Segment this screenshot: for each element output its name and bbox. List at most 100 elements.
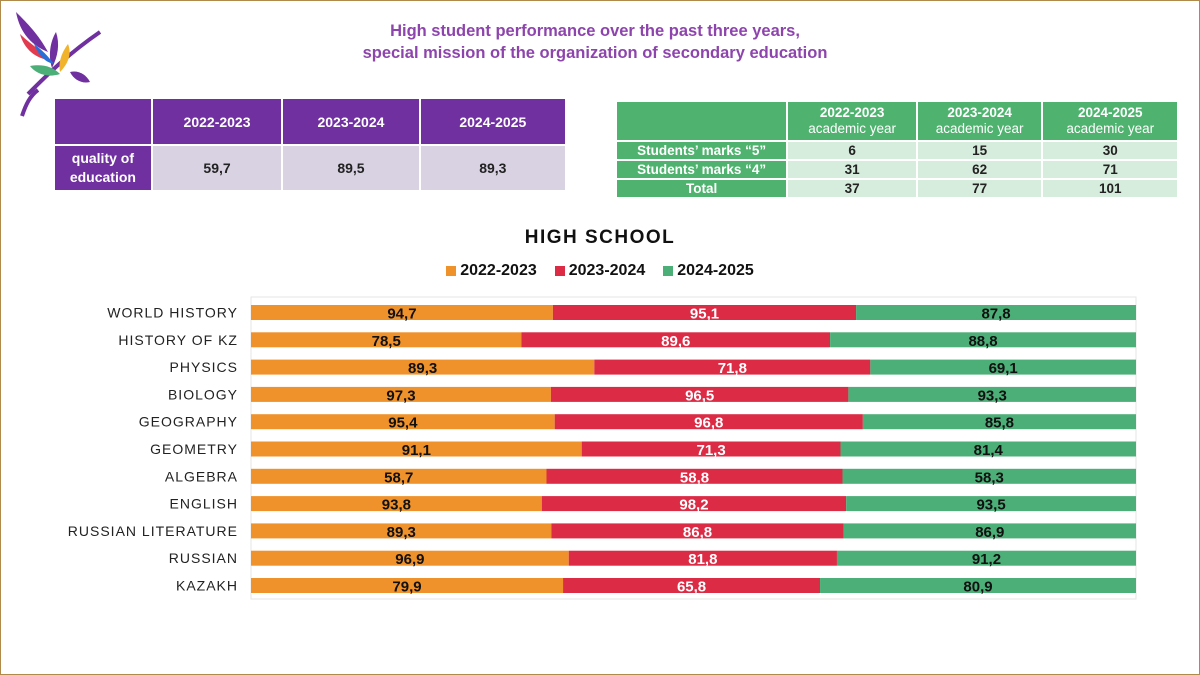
marks-row-label: Students’ marks “5” [614, 140, 789, 161]
data-label: 80,9 [963, 579, 992, 596]
bar-segment [552, 305, 857, 320]
bar-segment [251, 359, 595, 375]
category-label: GEOMETRY [150, 441, 238, 457]
data-label: 95,4 [388, 415, 418, 432]
data-label: 93,3 [978, 387, 1007, 404]
data-label: 71,3 [697, 442, 726, 459]
data-label: 98,2 [679, 497, 708, 514]
bar-segment [251, 523, 552, 539]
data-label: 86,8 [683, 524, 712, 541]
bar-segment [842, 468, 1136, 484]
quality-table-row: quality of education 59,7 89,5 89,3 [53, 144, 568, 192]
data-label: 94,7 [387, 306, 416, 323]
bar-segment [840, 441, 1136, 457]
marks-cell: 77 [915, 178, 1044, 199]
bar-segment [581, 441, 841, 457]
data-label: 58,7 [384, 469, 413, 486]
data-label: 79,9 [392, 579, 421, 596]
data-label: 81,4 [974, 442, 1004, 459]
bar-segment [568, 550, 837, 566]
bar-segment [594, 359, 871, 375]
category-label: RUSSIAN LITERATURE [68, 523, 238, 539]
marks-table-row: Total 37 77 101 [614, 178, 1179, 199]
bar-segment [551, 523, 844, 539]
bar-segment [251, 578, 564, 593]
bar-segment [856, 305, 1136, 320]
quality-header-year: 2023-2024 [281, 97, 421, 146]
data-label: 85,8 [985, 415, 1014, 432]
category-label: HISTORY OF KZ [118, 332, 238, 348]
data-label: 96,5 [685, 387, 714, 404]
chart-legend: 2022-2023 2023-2024 2024-2025 [300, 262, 900, 280]
title-line-1: High student performance over the past t… [390, 22, 800, 40]
chart-title: HIGH SCHOOL [524, 227, 676, 248]
bird-logo-icon [16, 12, 102, 117]
bar-segment [251, 468, 547, 484]
quality-header-empty [53, 97, 153, 146]
data-label: 89,3 [408, 360, 437, 377]
marks-cell: 37 [786, 178, 918, 199]
quality-table: 2022-2023 2023-2024 2024-2025 quality of… [53, 97, 568, 192]
bar-segment [554, 414, 863, 430]
data-label: 96,8 [694, 415, 723, 432]
legend-item: 2022-2023 [446, 262, 537, 280]
bar-segment [251, 332, 522, 348]
category-label: GEOGRAPHY [139, 414, 238, 430]
data-label: 58,3 [975, 469, 1004, 486]
bar-segment [846, 496, 1136, 512]
marks-header-year: 2023-2024 academic year [915, 100, 1044, 142]
page-title: High student performance over the past t… [300, 20, 890, 64]
marks-table-row: Students’ marks “4” 31 62 71 [614, 159, 1179, 180]
data-label: 91,1 [402, 442, 431, 459]
bar-segment [521, 332, 831, 348]
category-label: ENGLISH [170, 496, 238, 512]
data-label: 89,6 [661, 333, 690, 350]
quality-header-year: 2022-2023 [150, 97, 284, 146]
bar-segment [550, 386, 849, 402]
data-label: 65,8 [677, 579, 706, 596]
data-label: 81,8 [688, 551, 717, 568]
marks-header-empty [614, 100, 789, 142]
marks-cell: 6 [786, 140, 918, 161]
category-label: ALGEBRA [165, 468, 238, 484]
data-label: 71,8 [718, 360, 747, 377]
marks-cell: 62 [915, 159, 1044, 180]
data-label: 97,3 [386, 387, 415, 404]
marks-cell: 31 [786, 159, 918, 180]
data-label: 89,3 [387, 524, 416, 541]
legend-swatch [446, 266, 457, 276]
bar-segment [862, 414, 1136, 430]
quality-table-header-row: 2022-2023 2023-2024 2024-2025 [53, 97, 568, 146]
marks-table: 2022-2023 academic year 2023-2024 academic… [614, 100, 1179, 199]
legend-label: 2022-2023 [460, 262, 537, 279]
data-label: 91,2 [972, 551, 1001, 568]
marks-row-label: Total [614, 178, 789, 199]
bar-segment [843, 523, 1136, 539]
bar-segment [251, 496, 542, 512]
title-line-2: special mission of the organization of s… [362, 44, 828, 62]
quality-cell: 59,7 [150, 144, 284, 192]
data-label: 58,8 [680, 469, 709, 486]
marks-table-header-row: 2022-2023 academic year 2023-2024 academic… [614, 100, 1179, 142]
data-label: 93,5 [976, 497, 1005, 514]
marks-table-row: Students’ marks “5” 6 15 30 [614, 140, 1179, 161]
marks-header-year: 2024-2025 academic year [1041, 100, 1179, 142]
marks-header-year: 2022-2023 academic year [786, 100, 918, 142]
data-label: 88,8 [968, 333, 997, 350]
marks-cell: 71 [1041, 159, 1179, 180]
bar-segment [251, 414, 555, 430]
bar-segment [563, 578, 821, 593]
quality-header-year: 2024-2025 [418, 97, 568, 146]
bar-segment [546, 468, 843, 484]
quality-cell: 89,5 [281, 144, 421, 192]
bar-segment [251, 550, 569, 566]
marks-row-label: Students’ marks “4” [614, 159, 789, 180]
category-label: WORLD HISTORY [107, 305, 238, 321]
bar-segment [848, 386, 1136, 402]
data-label: 78,5 [372, 333, 401, 350]
data-label: 87,8 [981, 306, 1010, 323]
marks-cell: 30 [1041, 140, 1179, 161]
bar-segment [830, 332, 1136, 348]
bar-segment [251, 386, 551, 402]
